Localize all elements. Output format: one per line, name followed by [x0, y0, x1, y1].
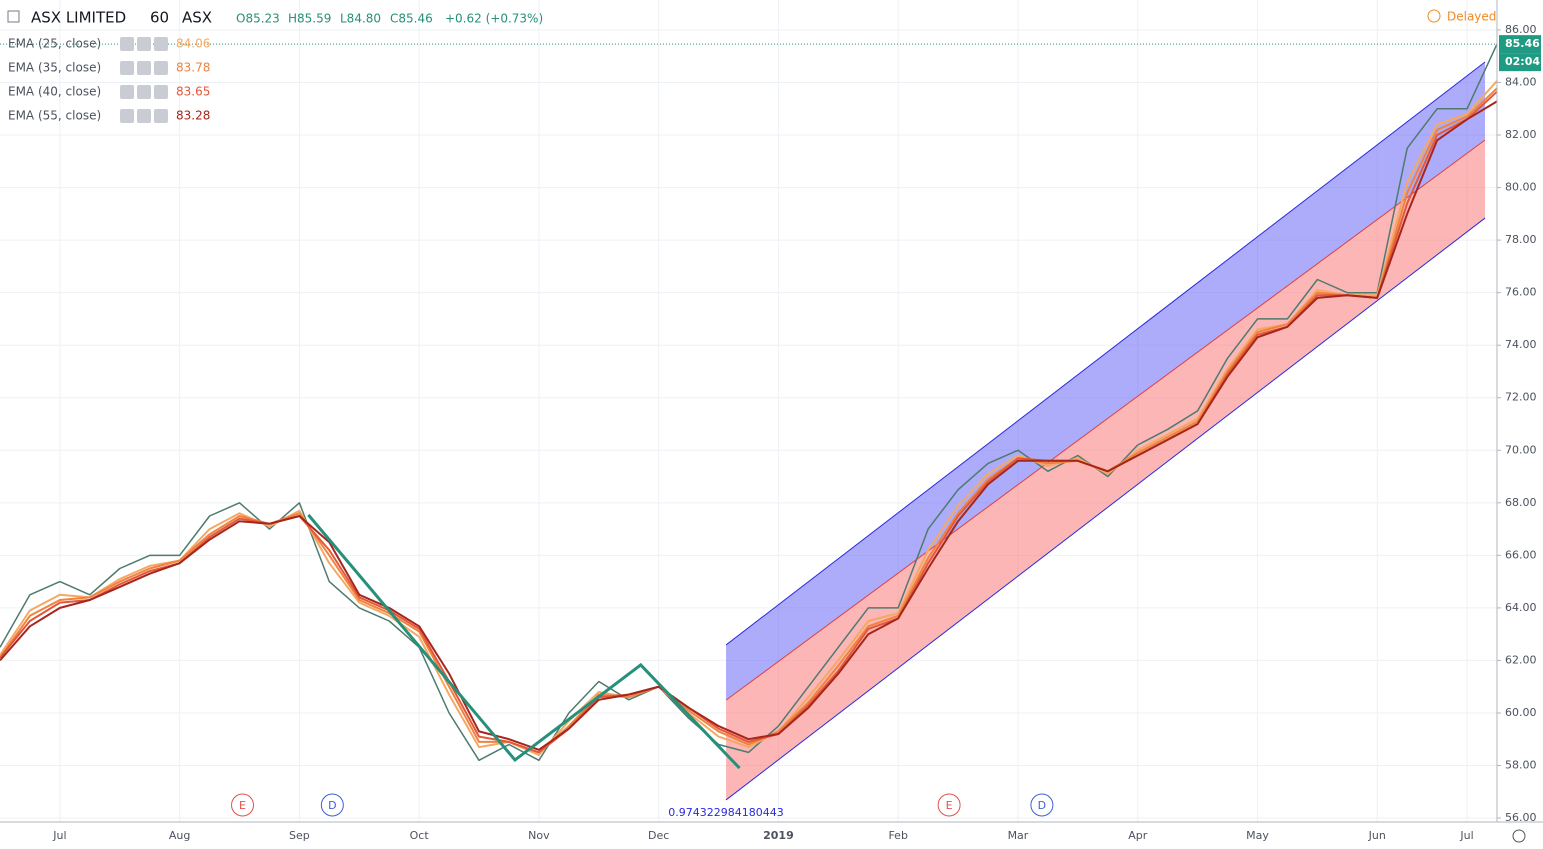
- y-tick-label: 64.00: [1505, 601, 1537, 614]
- legend-button[interactable]: [154, 85, 168, 99]
- symbol: ASX LIMITED: [31, 9, 126, 27]
- x-tick-label: May: [1246, 829, 1269, 842]
- legend-button[interactable]: [154, 37, 168, 51]
- countdown-label: 02:04: [1505, 55, 1540, 68]
- y-tick-label: 60.00: [1505, 706, 1537, 719]
- y-tick-label: 72.00: [1505, 391, 1537, 404]
- collapse-button[interactable]: [7, 10, 20, 23]
- ema-line: [0, 87, 1498, 754]
- legend-button[interactable]: [137, 37, 151, 51]
- ema-line: [0, 90, 1498, 754]
- ema-line: [0, 100, 1498, 751]
- y-tick-label: 78.00: [1505, 233, 1537, 246]
- event-marker[interactable]: [1030, 793, 1054, 817]
- legend-button[interactable]: [137, 85, 151, 99]
- x-tick-label: Dec: [648, 829, 669, 842]
- change: +0.62 (+0.73%): [445, 12, 543, 26]
- y-tick-label: 86.00: [1505, 23, 1537, 36]
- channel-upper: [725, 61, 1486, 646]
- channel-lower: [725, 217, 1486, 801]
- legend-name: EMA (25, close): [8, 37, 101, 51]
- legend-button[interactable]: [137, 109, 151, 123]
- y-tick-label: 80.00: [1505, 181, 1537, 194]
- delayed-status[interactable]: Delayed: [1447, 10, 1496, 24]
- legend-value: 83.78: [176, 61, 210, 75]
- channel-upper-fill: [726, 61, 1486, 701]
- x-tick-label: Mar: [1008, 829, 1029, 842]
- event-marker[interactable]: [231, 793, 255, 817]
- last-price-tag: [1499, 35, 1541, 54]
- y-tick-label: 66.00: [1505, 548, 1537, 561]
- legend-button[interactable]: [154, 109, 168, 123]
- x-tick-label: 2019: [763, 829, 794, 842]
- ohlc-high: H85.59: [288, 12, 331, 26]
- exchange: ASX: [182, 9, 212, 27]
- channel-label: 0.974322984180443: [668, 806, 783, 819]
- y-tick-label: 62.00: [1505, 653, 1537, 666]
- ohlc-low: L84.80: [340, 12, 381, 26]
- zigzag: [307, 513, 741, 770]
- y-tick-label: 70.00: [1505, 443, 1537, 456]
- y-tick-label: 68.00: [1505, 496, 1537, 509]
- legend-button[interactable]: [120, 85, 134, 99]
- x-tick-label: Aug: [169, 829, 190, 842]
- event-label: E: [239, 799, 246, 812]
- x-tick-label: Oct: [410, 829, 430, 842]
- last-price-label: 85.46: [1505, 37, 1540, 50]
- legend-value: 83.65: [176, 85, 210, 99]
- x-tick-label: Nov: [528, 829, 550, 842]
- x-tick-label: Feb: [888, 829, 907, 842]
- channel-middle: [725, 139, 1486, 701]
- legend-name: EMA (55, close): [8, 109, 101, 123]
- legend-value: 84.06: [176, 37, 210, 51]
- x-tick-label: Jun: [1368, 829, 1386, 842]
- event-marker[interactable]: [937, 793, 961, 817]
- legend-value: 83.28: [176, 109, 210, 123]
- y-tick-label: 82.00: [1505, 128, 1537, 141]
- y-tick-label: 58.00: [1505, 759, 1537, 772]
- legend-button[interactable]: [120, 37, 134, 51]
- ohlc-close: C85.46: [390, 12, 433, 26]
- legend-name: EMA (40, close): [8, 85, 101, 99]
- legend-name: EMA (35, close): [8, 61, 101, 75]
- event-label: D: [1038, 799, 1046, 812]
- ohlc-open: O85.23: [236, 12, 280, 26]
- y-tick-label: 56.00: [1505, 811, 1537, 824]
- plot: [0, 43, 1498, 801]
- countdown-tag: [1499, 53, 1541, 72]
- legend-button[interactable]: [137, 61, 151, 75]
- event-marker[interactable]: [320, 793, 344, 817]
- x-tick-label: Jul: [52, 829, 66, 842]
- x-tick-label: Sep: [289, 829, 310, 842]
- event-label: E: [946, 799, 953, 812]
- legend-button[interactable]: [120, 61, 134, 75]
- x-tick-label: Jul: [1459, 829, 1473, 842]
- event-label: D: [328, 799, 336, 812]
- legend-button[interactable]: [154, 61, 168, 75]
- y-tick-label: 84.00: [1505, 75, 1537, 88]
- interval: 60: [150, 9, 169, 27]
- y-tick-label: 74.00: [1505, 338, 1537, 351]
- delayed-icon: [1427, 9, 1441, 23]
- settings-icon[interactable]: [1512, 829, 1526, 843]
- legend-button[interactable]: [120, 109, 134, 123]
- x-tick-label: Apr: [1128, 829, 1148, 842]
- overlay: ASX LIMITED 60 ASX O85.23 H85.59 L84.80 …: [0, 9, 1541, 843]
- price-line: [0, 43, 1498, 762]
- y-tick-label: 76.00: [1505, 286, 1537, 299]
